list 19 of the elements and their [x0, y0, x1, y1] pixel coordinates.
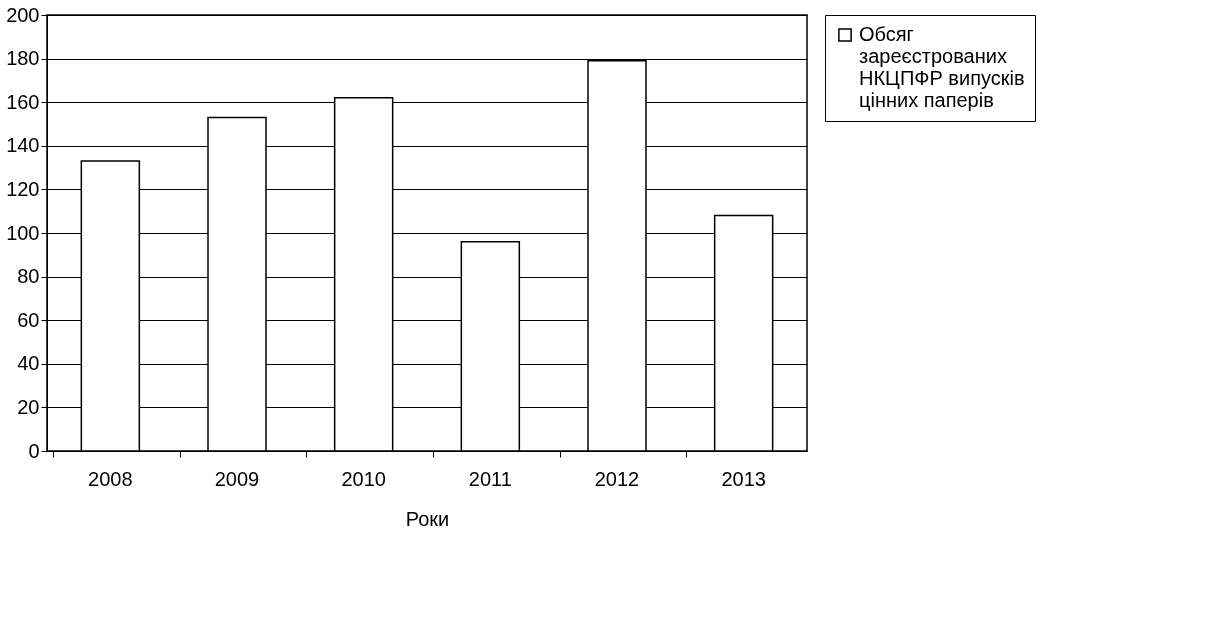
y-tick-label: 100	[6, 221, 40, 244]
x-tick-label: 2011	[468, 467, 512, 490]
legend-label: Обсяг зареєстрованих НКЦПФР випусків цінних паперів	[859, 23, 1025, 111]
x-axis-title: Роки	[405, 507, 450, 530]
y-tick-label: 40	[17, 352, 40, 375]
y-tick-label: 160	[6, 90, 40, 113]
y-tick-label: 80	[17, 265, 40, 288]
x-tick-label: 2009	[214, 467, 260, 490]
x-tick-label: 2012	[594, 467, 640, 490]
y-tick-label: 20	[17, 395, 40, 418]
y-tick-label: 140	[6, 134, 40, 157]
y-tick-label: 180	[6, 47, 40, 70]
y-tick-label: 200	[6, 3, 40, 26]
x-tick-label: 2008	[88, 467, 133, 490]
x-tick-label: 2010	[341, 467, 386, 490]
y-tick-label: 60	[17, 308, 40, 331]
y-tick-label: 120	[6, 177, 40, 200]
y-tick-label: 0	[28, 439, 40, 462]
x-tick-label: 2013	[721, 467, 766, 490]
